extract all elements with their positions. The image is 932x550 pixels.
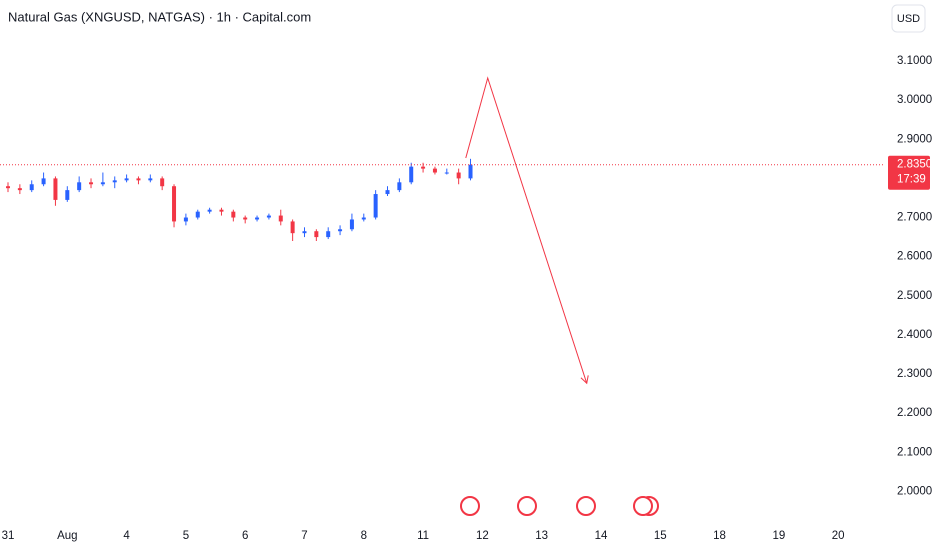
arrow-head <box>580 375 589 385</box>
candle-body <box>148 178 153 181</box>
candle-body <box>373 194 378 218</box>
x-tick-label: 19 <box>772 530 785 542</box>
x-tick-label: 20 <box>832 530 845 542</box>
candle-body <box>195 211 200 218</box>
candle-body <box>421 166 426 169</box>
event-icon <box>517 496 537 516</box>
candle-body <box>41 178 46 185</box>
candle-body <box>29 184 34 191</box>
x-tick-label: Aug <box>57 530 77 542</box>
candle-body <box>266 215 271 218</box>
candle-body <box>243 217 248 220</box>
event-icon <box>576 496 596 516</box>
x-tick-label: 15 <box>654 530 667 542</box>
x-tick-label: 18 <box>713 530 726 542</box>
event-icon <box>460 496 480 516</box>
candle-body <box>136 178 141 181</box>
x-tick-label: 8 <box>361 530 367 542</box>
candle-body <box>385 190 390 195</box>
candle-body <box>290 221 295 234</box>
candle-body <box>160 178 165 187</box>
y-tick-label: 2.2000 <box>897 407 932 419</box>
candle-body <box>112 180 117 183</box>
x-tick-label: 11 <box>417 530 429 542</box>
x-tick-label: 4 <box>123 530 130 542</box>
y-tick-label: 2.3000 <box>897 368 932 380</box>
candle-body <box>124 178 129 181</box>
x-tick-label: 6 <box>242 530 248 542</box>
event-icons <box>460 496 659 516</box>
y-tick-label: 3.1000 <box>897 55 932 67</box>
candle-body <box>302 231 307 234</box>
candle-body <box>468 164 473 179</box>
x-tick-label: 13 <box>535 530 548 542</box>
x-tick-label: 5 <box>183 530 189 542</box>
candle-body <box>409 166 414 183</box>
y-tick-label: 2.6000 <box>897 251 932 263</box>
candle-body <box>361 217 366 220</box>
candle-body <box>278 215 283 222</box>
y-tick-label: 2.4000 <box>897 329 932 341</box>
candle-body <box>255 217 260 220</box>
candle-body <box>397 182 402 191</box>
y-tick-label: 3.0000 <box>897 94 932 106</box>
candle-body <box>432 168 437 173</box>
y-tick-label: 2.7000 <box>897 212 932 224</box>
candle-body <box>65 190 70 200</box>
candle-body <box>456 172 461 179</box>
x-tick-label: 31 <box>2 530 15 542</box>
y-tick-label: 2.5000 <box>897 290 932 302</box>
candle-body <box>17 188 22 191</box>
candle-body <box>77 182 82 191</box>
candle-body <box>207 209 212 212</box>
candle-body <box>100 182 105 185</box>
candle-body <box>444 172 449 174</box>
x-tick-label: 12 <box>476 530 489 542</box>
chart-title: Natural Gas (XNGUSD, NATGAS) · 1h · Capi… <box>8 9 311 24</box>
last-price-label: 2.8350 <box>897 159 932 171</box>
countdown-label: 17:39 <box>897 174 926 186</box>
candle-body <box>89 182 94 185</box>
candle-body <box>183 217 188 222</box>
x-tick-label: 7 <box>301 530 307 542</box>
candle-body <box>219 209 224 212</box>
y-tick-label: 2.0000 <box>897 485 932 497</box>
y-tick-label: 2.1000 <box>897 446 932 458</box>
candle-body <box>53 178 58 200</box>
candle-body <box>314 231 319 238</box>
candle-body <box>6 186 11 189</box>
y-tick-label: 2.9000 <box>897 133 932 145</box>
candle-body <box>231 211 236 218</box>
candle-body <box>349 219 354 230</box>
currency-button[interactable] <box>891 4 926 33</box>
x-tick-label: 14 <box>595 530 608 542</box>
candle-body <box>172 186 177 222</box>
candle-body <box>326 231 331 238</box>
last-price-box <box>888 155 930 190</box>
annotation-arrow <box>465 76 588 384</box>
event-icon <box>633 496 653 516</box>
candle-body <box>338 229 343 232</box>
currency-label: USD <box>897 13 920 25</box>
